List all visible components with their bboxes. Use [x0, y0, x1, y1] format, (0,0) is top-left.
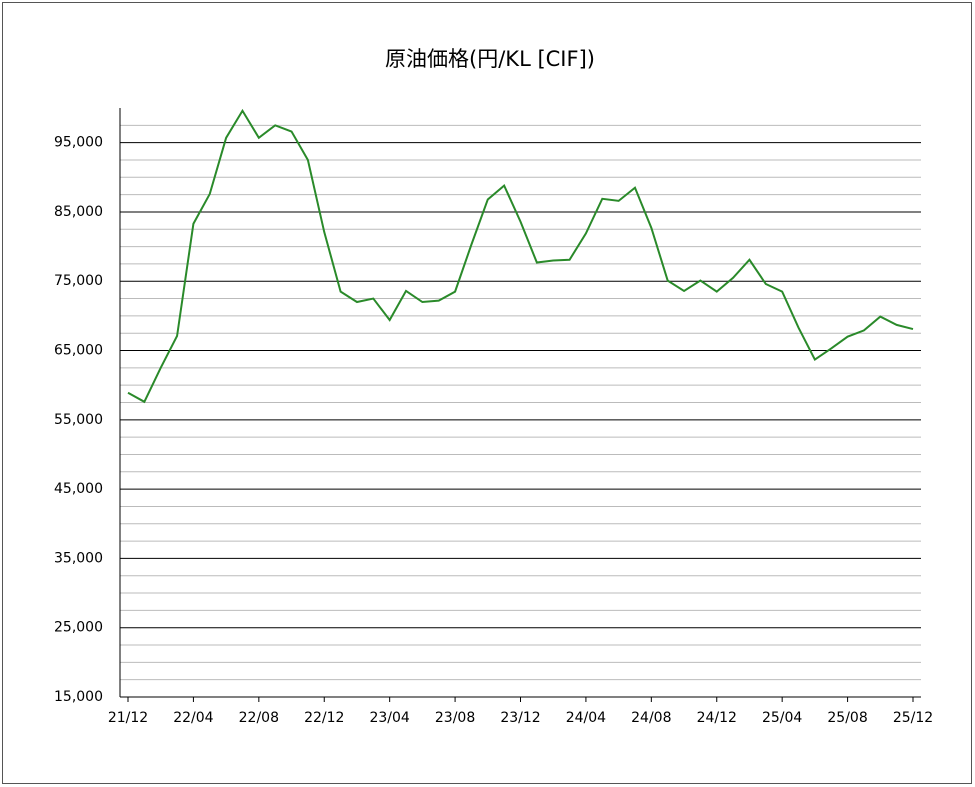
y-tick-label: 15,000 — [54, 689, 103, 705]
x-tick-label: 23/04 — [369, 710, 409, 726]
chart-title: 原油価格(円/KL [CIF]) — [385, 47, 595, 71]
x-tick-label: 22/08 — [239, 710, 279, 726]
x-tick-label: 24/12 — [697, 710, 737, 726]
y-tick-label: 25,000 — [54, 620, 103, 636]
x-tick-label: 24/04 — [566, 710, 606, 726]
y-tick-label: 65,000 — [54, 343, 103, 359]
x-tick-label: 22/12 — [304, 710, 344, 726]
x-tick-label: 23/12 — [500, 710, 540, 726]
x-tick-label: 25/08 — [827, 710, 867, 726]
y-tick-label: 75,000 — [54, 273, 103, 289]
x-tick-label: 25/04 — [762, 710, 802, 726]
y-tick-label: 55,000 — [54, 412, 103, 428]
x-tick-label: 21/12 — [108, 710, 148, 726]
y-tick-label: 35,000 — [54, 550, 103, 566]
x-tick-label: 22/04 — [173, 710, 213, 726]
x-tick-label: 24/08 — [631, 710, 671, 726]
y-tick-label: 85,000 — [54, 204, 103, 220]
x-tick-label: 25/12 — [893, 710, 933, 726]
data-line — [127, 108, 914, 404]
x-tick-label: 23/08 — [435, 710, 475, 726]
y-tick-label: 45,000 — [54, 481, 103, 497]
y-tick-label: 95,000 — [54, 135, 103, 151]
